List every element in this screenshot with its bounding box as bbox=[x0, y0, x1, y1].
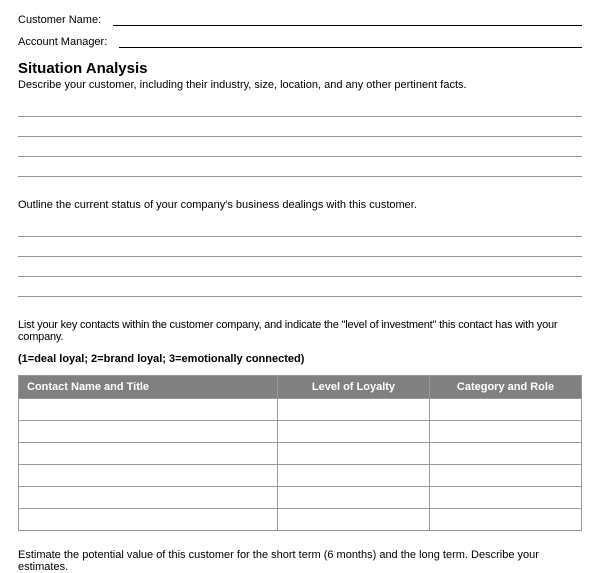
table-cell[interactable] bbox=[19, 443, 278, 465]
contacts-table: Contact Name and Title Level of Loyalty … bbox=[18, 375, 582, 531]
col-category: Category and Role bbox=[429, 376, 581, 399]
describe-line[interactable] bbox=[18, 101, 582, 117]
describe-line[interactable] bbox=[18, 121, 582, 137]
customer-name-label: Customer Name: bbox=[18, 14, 101, 26]
col-loyalty: Level of Loyalty bbox=[277, 376, 429, 399]
customer-name-line[interactable] bbox=[113, 14, 582, 26]
outline-desc: Outline the current status of your compa… bbox=[18, 199, 582, 211]
table-row bbox=[19, 465, 582, 487]
describe-line[interactable] bbox=[18, 161, 582, 177]
contacts-legend: (1=deal loyal; 2=brand loyal; 3=emotiona… bbox=[18, 353, 582, 365]
outline-line[interactable] bbox=[18, 241, 582, 257]
table-cell[interactable] bbox=[277, 509, 429, 531]
describe-line[interactable] bbox=[18, 141, 582, 157]
outline-line[interactable] bbox=[18, 281, 582, 297]
table-cell[interactable] bbox=[19, 509, 278, 531]
table-cell[interactable] bbox=[19, 487, 278, 509]
contacts-intro: List your key contacts within the custom… bbox=[18, 319, 582, 343]
account-manager-row: Account Manager: bbox=[18, 36, 582, 48]
table-cell[interactable] bbox=[429, 487, 581, 509]
table-cell[interactable] bbox=[19, 399, 278, 421]
table-cell[interactable] bbox=[429, 465, 581, 487]
table-cell[interactable] bbox=[19, 465, 278, 487]
table-row bbox=[19, 399, 582, 421]
table-cell[interactable] bbox=[19, 421, 278, 443]
estimate-desc: Estimate the potential value of this cus… bbox=[18, 549, 582, 573]
col-contact: Contact Name and Title bbox=[19, 376, 278, 399]
account-manager-line[interactable] bbox=[119, 36, 582, 48]
customer-name-row: Customer Name: bbox=[18, 14, 582, 26]
table-cell[interactable] bbox=[429, 443, 581, 465]
table-cell[interactable] bbox=[429, 399, 581, 421]
table-cell[interactable] bbox=[277, 487, 429, 509]
table-row bbox=[19, 421, 582, 443]
section-title: Situation Analysis bbox=[18, 60, 582, 77]
outline-line[interactable] bbox=[18, 221, 582, 237]
table-row bbox=[19, 509, 582, 531]
table-cell[interactable] bbox=[277, 443, 429, 465]
table-cell[interactable] bbox=[277, 399, 429, 421]
section-desc: Describe your customer, including their … bbox=[18, 79, 582, 91]
account-manager-label: Account Manager: bbox=[18, 36, 107, 48]
outline-line[interactable] bbox=[18, 261, 582, 277]
table-row bbox=[19, 487, 582, 509]
table-cell[interactable] bbox=[429, 421, 581, 443]
table-cell[interactable] bbox=[429, 509, 581, 531]
table-cell[interactable] bbox=[277, 421, 429, 443]
table-header-row: Contact Name and Title Level of Loyalty … bbox=[19, 376, 582, 399]
table-row bbox=[19, 443, 582, 465]
table-cell[interactable] bbox=[277, 465, 429, 487]
